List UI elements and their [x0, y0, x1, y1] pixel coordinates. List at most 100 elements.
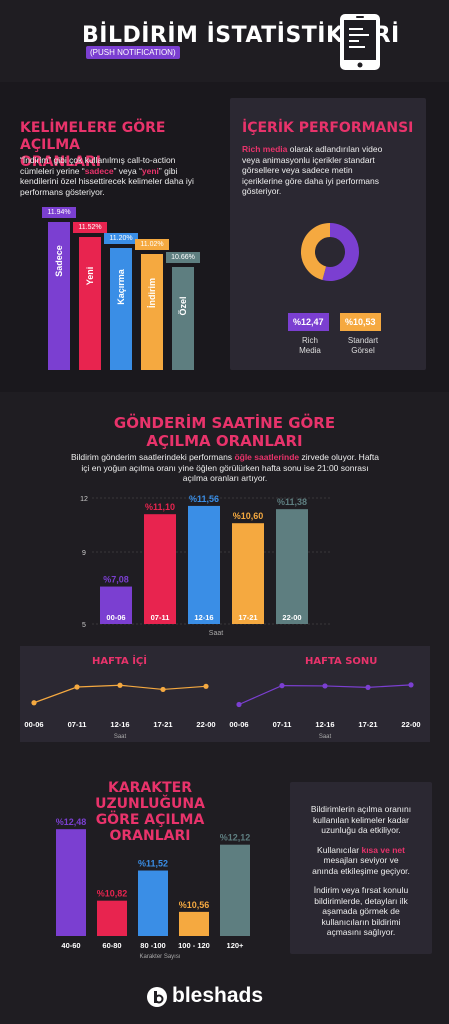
st-text-bold: öğle saatlerinde	[234, 452, 300, 462]
char-length-title: KARAKTER UZUNLUĞUNA GÖRE AÇILMA ORANLARI	[60, 780, 240, 844]
st-text-line3: açılma oranları artıyor.	[182, 473, 268, 483]
info-p3-l2: bildirimlerde, detayları ilk	[314, 895, 408, 906]
weekday-x-label: 12-16	[110, 720, 129, 729]
weekend-point	[279, 683, 285, 689]
info-p2-l1: Kullanıcılar kısa ve net	[294, 845, 428, 856]
weekday-axis-label: Saat	[114, 734, 127, 740]
char-length-category-label: 100 - 120	[178, 941, 210, 950]
keyword-value-label: 11.02%	[135, 239, 169, 251]
info-p3-l4: kullanıcıların bildirimi	[321, 916, 401, 927]
bleshads-logo-icon	[147, 987, 167, 1007]
keyword-category-label: Kaçırma	[116, 269, 126, 305]
spacer	[294, 876, 428, 885]
week-charts-panel	[20, 646, 430, 742]
phone-icon	[340, 14, 380, 70]
keywords-section: KELİMELERE GÖRE AÇILMA ORANLARI “İndirim…	[0, 112, 230, 382]
y-tick-label: 12	[80, 496, 88, 503]
send-time-bar	[276, 509, 308, 624]
char-title-1: KARAKTER UZUNLUĞUNA	[95, 780, 205, 812]
cp-text-rich-media: Rich media	[242, 144, 288, 154]
donut-slice	[322, 223, 359, 281]
rich-media-value-badge: %12,47	[288, 313, 329, 331]
send-time-axis-label: Saat	[209, 630, 223, 637]
st-text-c: zirvede oluyor. Hafta	[299, 452, 380, 462]
keyword-value-label: 11.20%	[104, 233, 138, 244]
weekday-point	[117, 682, 123, 688]
char-length-bar	[56, 829, 86, 936]
char-length-bar	[97, 900, 127, 936]
send-time-bar	[188, 505, 220, 624]
std-label-2: Görsel	[351, 346, 375, 355]
send-time-category-label: 07-11	[151, 613, 170, 622]
char-length-axis-label: Karakter Sayısı	[139, 954, 180, 960]
char-length-bar	[138, 870, 168, 936]
send-time-section: GÖNDERİM SAATİNE GÖRE AÇILMA ORANLARI Bi…	[0, 392, 449, 772]
cp-text-line5: gösteriyor.	[242, 186, 282, 196]
send-time-category-label: 12-16	[194, 613, 213, 622]
keyword-bar	[110, 248, 132, 370]
char-length-category-label: 40-60	[61, 941, 80, 950]
keywords-text-line4: performans gösteriyor.	[20, 186, 105, 197]
st-text-line1: Bildirim gönderim saatlerindeki performa…	[40, 452, 410, 463]
send-time-bar	[144, 514, 176, 624]
send-time-title-1: GÖNDERİM SAATİNE GÖRE	[113, 414, 336, 432]
keyword-bar	[141, 254, 163, 370]
weekend-x-label: 22-00	[401, 720, 420, 729]
keywords-title-line1: KELİMELERE GÖRE AÇILMA	[20, 120, 166, 153]
brand-name: bleshads	[172, 984, 264, 1007]
keywords-title-line2: ORANLARI	[20, 154, 101, 170]
keyword-category-label: İndirim	[147, 278, 157, 309]
keywords-text: “İndirim” gibi çok kullanılmış call-to-a…	[20, 155, 230, 197]
std-label-1: Standart	[347, 336, 379, 345]
weekday-title: HAFTA İÇİ	[92, 656, 147, 667]
info-p2-bold: kısa ve net	[361, 844, 405, 855]
cp-text-line1: Rich media olarak adlandırılan video	[242, 144, 422, 155]
standard-visual-label: Standart Görsel	[338, 336, 388, 356]
info-p1-l1: Bildirimlerin açılma oranını	[310, 804, 412, 814]
keyword-category-label: Özel	[178, 296, 188, 316]
keyword-value-label: 11.52%	[73, 221, 107, 233]
info-p1-l3: uzunluğu da etkiliyor.	[321, 825, 401, 835]
keyword-bar	[172, 266, 194, 370]
kw-text-c: ” veya “	[113, 165, 142, 176]
push-notification-badge: (PUSH NOTIFICATION)	[86, 46, 180, 59]
footer: bleshads	[0, 976, 449, 1024]
rich-media-label: Rich Media	[288, 336, 332, 356]
char-length-section: KARAKTER UZUNLUĞUNA GÖRE AÇILMA ORANLARI…	[0, 772, 449, 972]
weekday-line	[33, 684, 207, 704]
weekend-point	[408, 682, 414, 688]
cp-text-line4: içeriklerine göre daha iyi performans	[242, 175, 380, 186]
send-time-value-label: %11,56	[189, 494, 219, 504]
char-length-bar	[220, 844, 250, 936]
char-info-panel	[290, 782, 432, 954]
header: BİLDİRİM İSTATİSTİKLERİ (PUSH NOTIFICATI…	[0, 0, 449, 80]
char-length-value-label: %12,48	[56, 817, 87, 827]
kw-text-e: ” gibi	[158, 165, 178, 176]
weekday-line-chart: 00-06 07-11 12-16 17-21 22-00 Saat	[24, 682, 216, 740]
char-length-value-label: %11,52	[138, 859, 168, 869]
rich-media-label-1: Rich	[301, 336, 318, 345]
cp-text-1: olarak adlandırılan video	[287, 144, 383, 154]
content-performance-title: İÇERİK PERFORMANSI	[242, 120, 414, 136]
keywords-title: KELİMELERE GÖRE AÇILMA ORANLARI	[20, 120, 230, 171]
keyword-value-label: 11.94%	[42, 207, 76, 219]
info-p2-l3: anında etkileşime geçiyor.	[312, 865, 410, 876]
send-time-bar	[100, 586, 132, 624]
weekend-x-label: 17-21	[358, 720, 377, 729]
keywords-bar-chart: 11.94% Sadece 11.52% Yeni 11.20% Kaçırma 11.02…	[0, 112, 230, 382]
donut-slice	[301, 223, 331, 280]
info-p2-l2: mesajları seviyor ve	[323, 855, 399, 865]
char-length-bar-chart: %12,48 40-60 %10,82 60-80 %11,52 80 -100 %10,5…	[56, 817, 251, 960]
char-title-2: GÖRE AÇILMA ORANLARI	[95, 812, 205, 844]
st-text-line2: içi en yoğun açılma oranı yine öğlen gör…	[81, 462, 369, 473]
char-length-value-label: %10,56	[179, 900, 210, 910]
char-length-category-label: 120+	[227, 941, 245, 950]
cp-text-line2: veya animasyonlu içerikler standart	[242, 154, 375, 165]
weekday-point	[74, 684, 80, 690]
send-time-category-label: 17-21	[238, 613, 257, 622]
char-length-category-label: 80 -100	[140, 941, 165, 950]
kw-text-sadece: sadece	[84, 165, 114, 176]
info-p2-a: Kullanıcılar	[317, 844, 362, 855]
weekday-point	[160, 686, 166, 693]
keyword-bar	[48, 222, 70, 370]
